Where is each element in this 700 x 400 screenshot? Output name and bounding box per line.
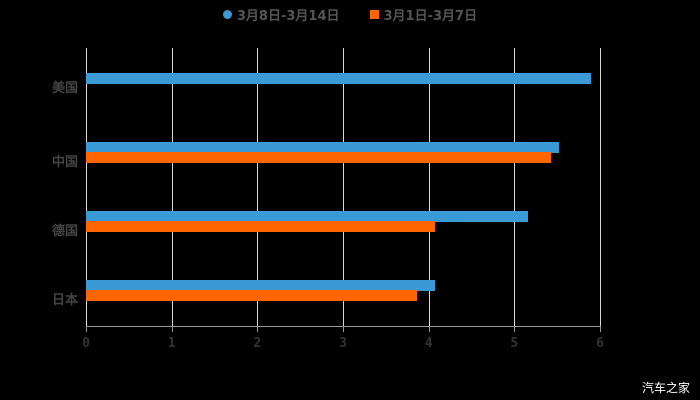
x-tick-label: 0 bbox=[82, 336, 90, 351]
legend-item-series-2[interactable]: 3月1日-3月7日 bbox=[369, 5, 478, 24]
bar-blue[interactable] bbox=[86, 142, 559, 153]
x-axis bbox=[86, 326, 601, 327]
x-tick-label: 2 bbox=[253, 336, 262, 351]
x-tick-label: 1 bbox=[167, 336, 176, 351]
chart-legend: 3月8日-3月14日 3月1日-3月7日 bbox=[0, 4, 700, 24]
category-label: 美国 bbox=[51, 81, 78, 96]
gridline bbox=[514, 48, 516, 326]
legend-label: 3月1日-3月7日 bbox=[383, 8, 478, 24]
x-tick-label: 6 bbox=[596, 336, 604, 351]
x-tick bbox=[86, 326, 87, 332]
gridline bbox=[171, 48, 173, 326]
legend-item-series-1[interactable]: 3月8日-3月14日 bbox=[222, 5, 340, 24]
category-label: 日本 bbox=[51, 293, 78, 308]
category-label: 中国 bbox=[51, 155, 78, 170]
bar-orange[interactable] bbox=[86, 221, 435, 232]
x-tick bbox=[428, 326, 430, 332]
legend-square-icon bbox=[369, 9, 379, 19]
bar-orange[interactable] bbox=[86, 290, 417, 301]
legend-label: 3月8日-3月14日 bbox=[236, 8, 340, 24]
x-tick bbox=[257, 326, 259, 332]
gridline bbox=[600, 48, 601, 326]
gridline bbox=[343, 48, 344, 326]
gridline bbox=[257, 48, 259, 326]
x-tick-label: 5 bbox=[510, 336, 519, 351]
x-tick bbox=[600, 326, 601, 332]
x-tick-label: 4 bbox=[424, 336, 433, 351]
x-tick bbox=[171, 326, 173, 332]
bar-blue[interactable] bbox=[86, 73, 592, 84]
category-label: 德国 bbox=[51, 224, 78, 239]
x-tick-label: 3 bbox=[339, 336, 347, 351]
bar-orange[interactable] bbox=[86, 152, 552, 163]
watermark: 汽车之家 bbox=[641, 381, 690, 395]
x-tick bbox=[343, 326, 344, 332]
gridline bbox=[86, 48, 87, 326]
bar-blue[interactable] bbox=[86, 211, 529, 222]
legend-circle-icon bbox=[222, 9, 232, 19]
x-tick bbox=[514, 326, 516, 332]
bar-blue[interactable] bbox=[86, 280, 435, 291]
gridline bbox=[428, 48, 430, 326]
